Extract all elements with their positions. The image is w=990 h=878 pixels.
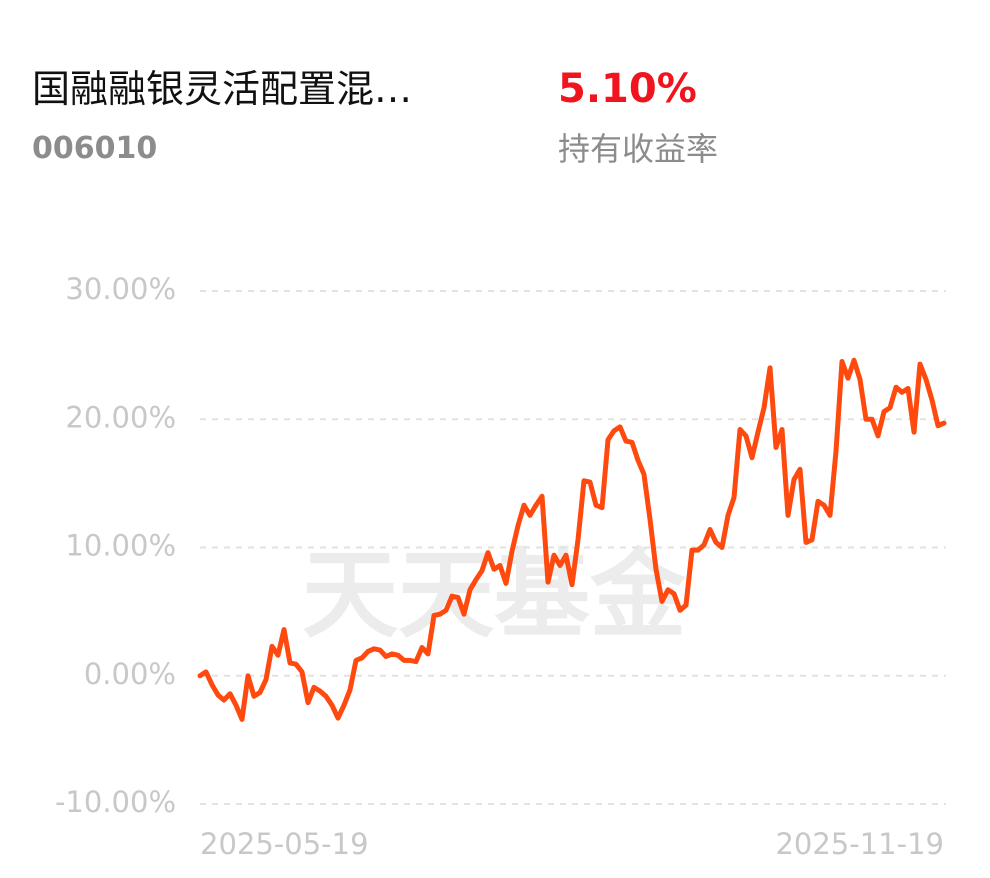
y-tick-label: -10.00% — [55, 785, 176, 819]
holding-return-label: 持有收益率 — [558, 130, 718, 168]
y-tick-label: 30.00% — [65, 272, 176, 306]
fund-name: 国融融银灵活配置混… — [32, 67, 412, 111]
fund-code: 006010 — [32, 131, 157, 166]
return-line — [197, 357, 947, 722]
y-tick-label: 10.00% — [65, 529, 176, 563]
y-tick-label: 20.00% — [65, 400, 176, 434]
watermark: 天天基金 — [302, 538, 687, 651]
x-tick-label: 2025-05-19 — [200, 827, 369, 861]
y-tick-label: 0.00% — [84, 657, 176, 691]
x-tick-label: 2025-11-19 — [775, 827, 944, 861]
holding-return: 5.10% — [558, 66, 697, 112]
